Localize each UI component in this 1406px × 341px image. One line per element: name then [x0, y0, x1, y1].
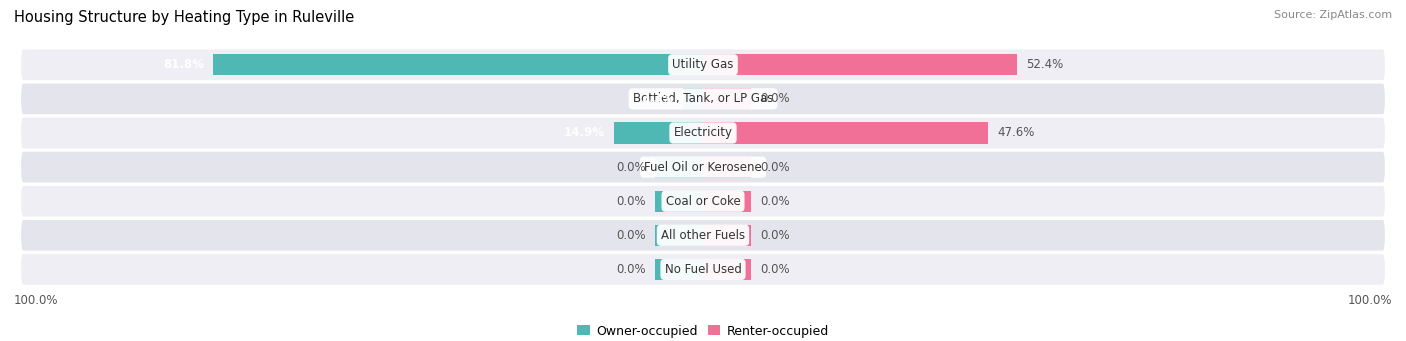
Bar	[683, 88, 703, 109]
Text: 47.6%: 47.6%	[997, 127, 1035, 139]
Text: 0.0%: 0.0%	[759, 161, 790, 174]
FancyBboxPatch shape	[20, 151, 1386, 183]
Bar	[703, 157, 751, 178]
Text: 0.0%: 0.0%	[759, 92, 790, 105]
Bar	[655, 191, 703, 212]
FancyBboxPatch shape	[20, 48, 1386, 81]
Bar	[212, 54, 703, 75]
Bar	[703, 225, 751, 246]
Text: 81.8%: 81.8%	[163, 58, 204, 71]
Text: All other Fuels: All other Fuels	[661, 229, 745, 242]
Text: 52.4%: 52.4%	[1026, 58, 1063, 71]
FancyBboxPatch shape	[20, 185, 1386, 218]
Legend: Owner-occupied, Renter-occupied: Owner-occupied, Renter-occupied	[572, 320, 834, 341]
Bar	[655, 259, 703, 280]
Bar	[614, 122, 703, 144]
Text: 0.0%: 0.0%	[759, 263, 790, 276]
Text: 100.0%: 100.0%	[1347, 294, 1392, 307]
Text: 0.0%: 0.0%	[616, 263, 647, 276]
Text: 0.0%: 0.0%	[616, 161, 647, 174]
Bar	[655, 157, 703, 178]
Bar	[655, 225, 703, 246]
Text: 3.3%: 3.3%	[641, 92, 675, 105]
Text: Source: ZipAtlas.com: Source: ZipAtlas.com	[1274, 10, 1392, 20]
Text: Bottled, Tank, or LP Gas: Bottled, Tank, or LP Gas	[633, 92, 773, 105]
Text: 0.0%: 0.0%	[616, 195, 647, 208]
FancyBboxPatch shape	[20, 117, 1386, 149]
Bar	[703, 122, 988, 144]
Text: 0.0%: 0.0%	[759, 229, 790, 242]
Text: No Fuel Used: No Fuel Used	[665, 263, 741, 276]
Bar	[703, 88, 751, 109]
Text: 100.0%: 100.0%	[14, 294, 59, 307]
Text: Utility Gas: Utility Gas	[672, 58, 734, 71]
FancyBboxPatch shape	[20, 219, 1386, 252]
Bar	[703, 191, 751, 212]
Bar	[703, 259, 751, 280]
Text: Fuel Oil or Kerosene: Fuel Oil or Kerosene	[644, 161, 762, 174]
Bar	[703, 54, 1017, 75]
Text: Housing Structure by Heating Type in Ruleville: Housing Structure by Heating Type in Rul…	[14, 10, 354, 25]
FancyBboxPatch shape	[20, 253, 1386, 286]
Text: 0.0%: 0.0%	[616, 229, 647, 242]
Text: 0.0%: 0.0%	[759, 195, 790, 208]
Text: Electricity: Electricity	[673, 127, 733, 139]
FancyBboxPatch shape	[20, 83, 1386, 115]
Text: Coal or Coke: Coal or Coke	[665, 195, 741, 208]
Text: 14.9%: 14.9%	[564, 127, 605, 139]
